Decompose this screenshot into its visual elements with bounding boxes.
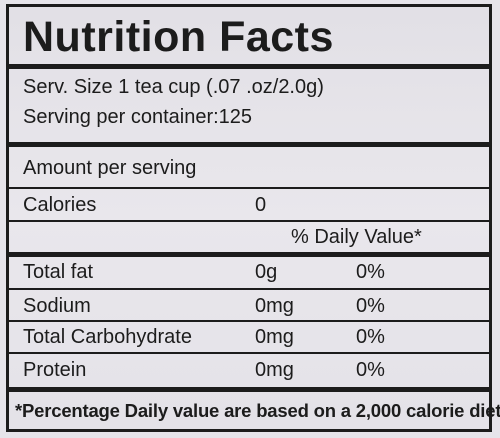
nutrient-name: Total Carbohydrate bbox=[23, 326, 192, 348]
label-title: Nutrition Facts bbox=[23, 13, 334, 61]
nutrient-amount: 0g bbox=[255, 261, 278, 283]
row-divider bbox=[9, 320, 489, 322]
nutrient-daily-value: 0% bbox=[356, 261, 385, 283]
nutrient-amount: 0mg bbox=[255, 295, 294, 317]
nutrient-daily-value: 0% bbox=[356, 326, 385, 348]
serving-divider bbox=[9, 142, 489, 147]
row-divider bbox=[9, 352, 489, 354]
nutrient-name: Total fat bbox=[23, 261, 94, 283]
footnote-divider bbox=[9, 387, 489, 392]
title-divider bbox=[9, 64, 489, 69]
nutrient-amount: 0mg bbox=[255, 326, 294, 348]
nutrition-facts-label: Nutrition Facts Serv. Size 1 tea cup (.0… bbox=[6, 4, 500, 432]
nutrient-daily-value: 0% bbox=[356, 359, 385, 381]
nutrient-name: Sodium bbox=[23, 295, 91, 317]
calories-label: Calories bbox=[23, 194, 97, 216]
row-divider bbox=[9, 220, 489, 222]
serving-size: Serv. Size 1 tea cup (.07 .oz/2.0g) bbox=[23, 76, 324, 98]
daily-value-header: % Daily Value* bbox=[291, 226, 422, 248]
nutrient-amount: 0mg bbox=[255, 359, 294, 381]
row-divider bbox=[9, 288, 489, 290]
servings-per-container: Serving per container:125 bbox=[23, 106, 253, 128]
amount-per-serving: Amount per serving bbox=[23, 157, 197, 179]
row-divider bbox=[9, 187, 489, 189]
nutrient-daily-value: 0% bbox=[356, 295, 385, 317]
nutrient-name: Protein bbox=[23, 359, 87, 381]
calories-value: 0 bbox=[255, 194, 267, 216]
nutrients-divider bbox=[9, 252, 489, 257]
daily-value-footnote: *Percentage Daily value are based on a 2… bbox=[15, 400, 500, 421]
